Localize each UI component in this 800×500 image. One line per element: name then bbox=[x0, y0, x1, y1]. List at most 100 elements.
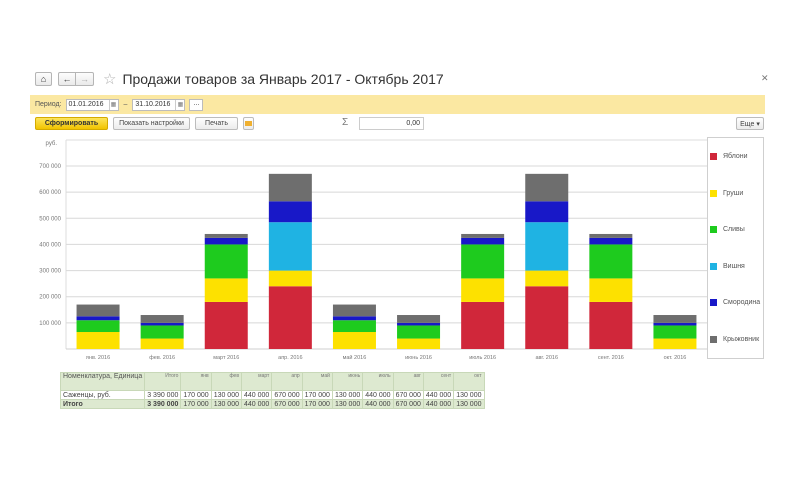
bar-segment[interactable] bbox=[397, 322, 441, 326]
table-row-label[interactable]: Номенклатура, Единица bbox=[59, 372, 146, 391]
table-cell[interactable]: 130 000 bbox=[331, 399, 364, 409]
bar-segment[interactable] bbox=[76, 332, 120, 349]
table-cell[interactable]: май bbox=[301, 372, 333, 391]
bar-segment[interactable] bbox=[461, 233, 505, 238]
table-cell[interactable]: март bbox=[240, 372, 273, 391]
bar-segment[interactable] bbox=[525, 173, 569, 202]
bar-segment[interactable] bbox=[332, 304, 376, 317]
sum-field[interactable]: 0,00 bbox=[359, 117, 424, 130]
table-cell[interactable]: авг bbox=[392, 372, 424, 391]
table-cell[interactable]: 440 000 bbox=[240, 399, 273, 409]
table-cell[interactable]: 670 000 bbox=[271, 390, 303, 400]
table-cell[interactable]: апр bbox=[271, 372, 303, 391]
bar-segment[interactable] bbox=[653, 315, 697, 323]
bar-segment[interactable] bbox=[461, 237, 505, 245]
bar-segment[interactable] bbox=[140, 325, 184, 339]
bar-segment[interactable] bbox=[140, 315, 184, 323]
bar-segment[interactable] bbox=[525, 222, 569, 271]
table-cell[interactable]: 440 000 bbox=[362, 399, 394, 409]
bar-segment[interactable] bbox=[589, 244, 633, 279]
table-cell[interactable]: 170 000 bbox=[301, 399, 333, 409]
table-cell[interactable]: 170 000 bbox=[180, 390, 212, 400]
table-cell[interactable]: окт bbox=[453, 372, 485, 391]
show-settings-button[interactable]: Показать настройки bbox=[113, 117, 190, 130]
bar-segment[interactable] bbox=[268, 201, 312, 223]
bar-segment[interactable] bbox=[397, 338, 441, 349]
legend-item[interactable]: Яблони bbox=[710, 153, 748, 160]
table-row-label[interactable]: Саженцы, руб. bbox=[59, 390, 146, 400]
legend-item[interactable]: Вишня bbox=[710, 262, 745, 270]
table-cell[interactable]: 440 000 bbox=[362, 390, 394, 400]
legend-item[interactable]: Крыжовник bbox=[710, 335, 759, 343]
close-icon[interactable]: ✕ bbox=[761, 73, 769, 83]
table-cell[interactable]: 670 000 bbox=[271, 399, 303, 409]
table-cell[interactable]: 440 000 bbox=[240, 390, 273, 400]
bar-segment[interactable] bbox=[268, 222, 312, 271]
table-cell[interactable]: сент bbox=[422, 372, 455, 391]
table-cell[interactable]: 130 000 bbox=[453, 399, 485, 409]
bar-segment[interactable] bbox=[140, 338, 184, 349]
date-to-field[interactable]: 31.10.2016 ▦ bbox=[132, 98, 186, 111]
table-cell[interactable]: 170 000 bbox=[301, 390, 333, 400]
table-row-label[interactable]: Итого bbox=[59, 399, 146, 409]
forward-button[interactable]: → bbox=[76, 72, 94, 86]
bar-segment[interactable] bbox=[332, 320, 376, 333]
bar-segment[interactable] bbox=[268, 270, 312, 287]
table-cell[interactable]: 440 000 bbox=[422, 399, 455, 409]
table-cell[interactable]: 670 000 bbox=[392, 390, 424, 400]
bar-segment[interactable] bbox=[140, 322, 184, 326]
bar-segment[interactable] bbox=[461, 244, 505, 279]
bar-segment[interactable] bbox=[653, 325, 697, 339]
bar-segment[interactable] bbox=[204, 244, 248, 279]
back-button[interactable]: ← bbox=[58, 72, 76, 86]
table-cell[interactable]: фев bbox=[210, 372, 243, 391]
generate-button[interactable]: Сформировать bbox=[35, 117, 108, 130]
send-email-button[interactable] bbox=[243, 117, 254, 130]
bar-segment[interactable] bbox=[589, 233, 633, 238]
period-select-button[interactable]: ... bbox=[189, 98, 204, 111]
table-cell[interactable]: 3 390 000 bbox=[144, 390, 182, 400]
table-cell[interactable]: 130 000 bbox=[210, 390, 243, 400]
print-button[interactable]: Печать bbox=[195, 117, 238, 130]
bar-segment[interactable] bbox=[204, 237, 248, 245]
bar-segment[interactable] bbox=[204, 301, 248, 349]
bar-segment[interactable] bbox=[204, 233, 248, 238]
table-cell[interactable]: 440 000 bbox=[422, 390, 455, 400]
bar-segment[interactable] bbox=[76, 320, 120, 333]
bar-segment[interactable] bbox=[653, 338, 697, 349]
bar-segment[interactable] bbox=[525, 286, 569, 349]
bar-segment[interactable] bbox=[525, 201, 569, 223]
bar-segment[interactable] bbox=[461, 301, 505, 349]
home-button[interactable]: ⌂ bbox=[35, 72, 52, 86]
table-cell[interactable]: Итого bbox=[144, 372, 182, 391]
bar-segment[interactable] bbox=[589, 278, 633, 302]
bar-segment[interactable] bbox=[589, 237, 633, 245]
bar-segment[interactable] bbox=[397, 315, 441, 323]
date-from-field[interactable]: 01.01.2016 ▦ bbox=[65, 98, 119, 111]
bar-segment[interactable] bbox=[76, 304, 120, 317]
table-cell[interactable]: 130 000 bbox=[210, 399, 243, 409]
bar-segment[interactable] bbox=[653, 322, 697, 326]
bar-segment[interactable] bbox=[461, 278, 505, 302]
bar-segment[interactable] bbox=[268, 173, 312, 202]
table-cell[interactable]: 130 000 bbox=[331, 390, 364, 400]
legend-item[interactable]: Груши bbox=[710, 189, 743, 197]
table-cell[interactable]: 3 390 000 bbox=[144, 399, 182, 409]
table-cell[interactable]: 130 000 bbox=[453, 390, 485, 400]
bar-segment[interactable] bbox=[525, 270, 569, 287]
bar-segment[interactable] bbox=[332, 332, 376, 349]
bar-segment[interactable] bbox=[332, 316, 376, 321]
table-cell[interactable]: 670 000 bbox=[392, 399, 424, 409]
table-cell[interactable]: янв bbox=[180, 372, 212, 391]
table-cell[interactable]: июнь bbox=[331, 372, 364, 391]
legend-item[interactable]: Сливы bbox=[710, 226, 745, 233]
table-cell[interactable]: июль bbox=[362, 372, 394, 391]
bar-segment[interactable] bbox=[397, 325, 441, 339]
calendar-icon[interactable]: ▦ bbox=[175, 99, 184, 110]
bar-segment[interactable] bbox=[76, 316, 120, 321]
bar-segment[interactable] bbox=[204, 278, 248, 302]
more-button[interactable]: Еще ▾ bbox=[736, 117, 764, 130]
bar-segment[interactable] bbox=[268, 286, 312, 349]
table-cell[interactable]: 170 000 bbox=[180, 399, 212, 409]
legend-item[interactable]: Смородина bbox=[710, 299, 760, 306]
